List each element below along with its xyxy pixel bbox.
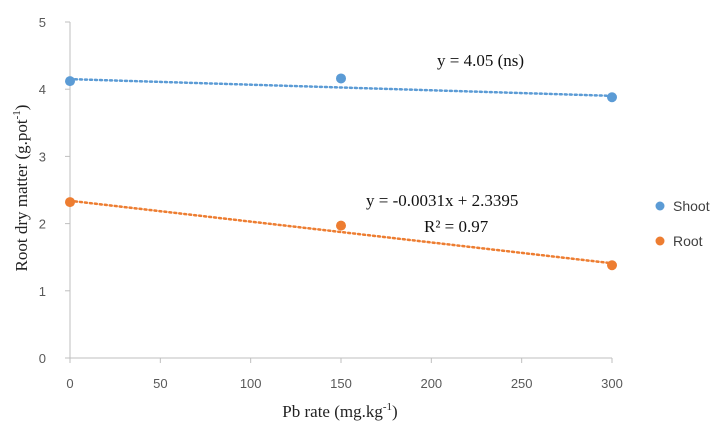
point-root	[65, 197, 75, 208]
trendline-root	[68, 199, 614, 265]
trendline-shoot	[68, 77, 614, 98]
eq-root: y = -0.0031x + 2.3395	[366, 191, 518, 210]
point-root	[607, 260, 617, 271]
y-tick-label: 2	[39, 217, 46, 232]
x-tick-label: 100	[240, 376, 262, 391]
eq-shoot: y = 4.05 (ns)	[437, 51, 524, 70]
r2-root: R² = 0.97	[424, 217, 489, 236]
point-root	[336, 220, 346, 231]
legend-label-shoot: Shoot	[673, 198, 710, 214]
legend-label-root: Root	[673, 233, 703, 249]
legend: Shoot Root	[655, 198, 710, 249]
y-tick-label: 1	[39, 284, 46, 299]
x-tick-label: 0	[66, 376, 73, 391]
point-shoot	[607, 92, 617, 103]
x-tick-label: 200	[420, 376, 442, 391]
x-tick-label: 50	[153, 376, 167, 391]
point-shoot	[65, 76, 75, 87]
y-axis-title: Root dry matter (g.pot-1)	[11, 105, 31, 272]
legend-marker-root	[655, 236, 665, 246]
point-shoot	[336, 73, 346, 84]
y-tick-label: 4	[39, 82, 46, 97]
x-tick-label: 150	[330, 376, 352, 391]
y-tick-label: 5	[39, 15, 46, 30]
x-tick-label: 300	[601, 376, 623, 391]
y-tick-label: 3	[39, 149, 46, 164]
chart-axes	[69, 22, 612, 359]
chart-points	[65, 73, 617, 271]
legend-marker-shoot	[655, 201, 665, 211]
x-axis-title: Pb rate (mg.kg-1)	[282, 401, 397, 421]
x-tick-label: 250	[511, 376, 533, 391]
chart-trendlines	[68, 77, 614, 265]
y-tick-label: 0	[39, 351, 46, 366]
